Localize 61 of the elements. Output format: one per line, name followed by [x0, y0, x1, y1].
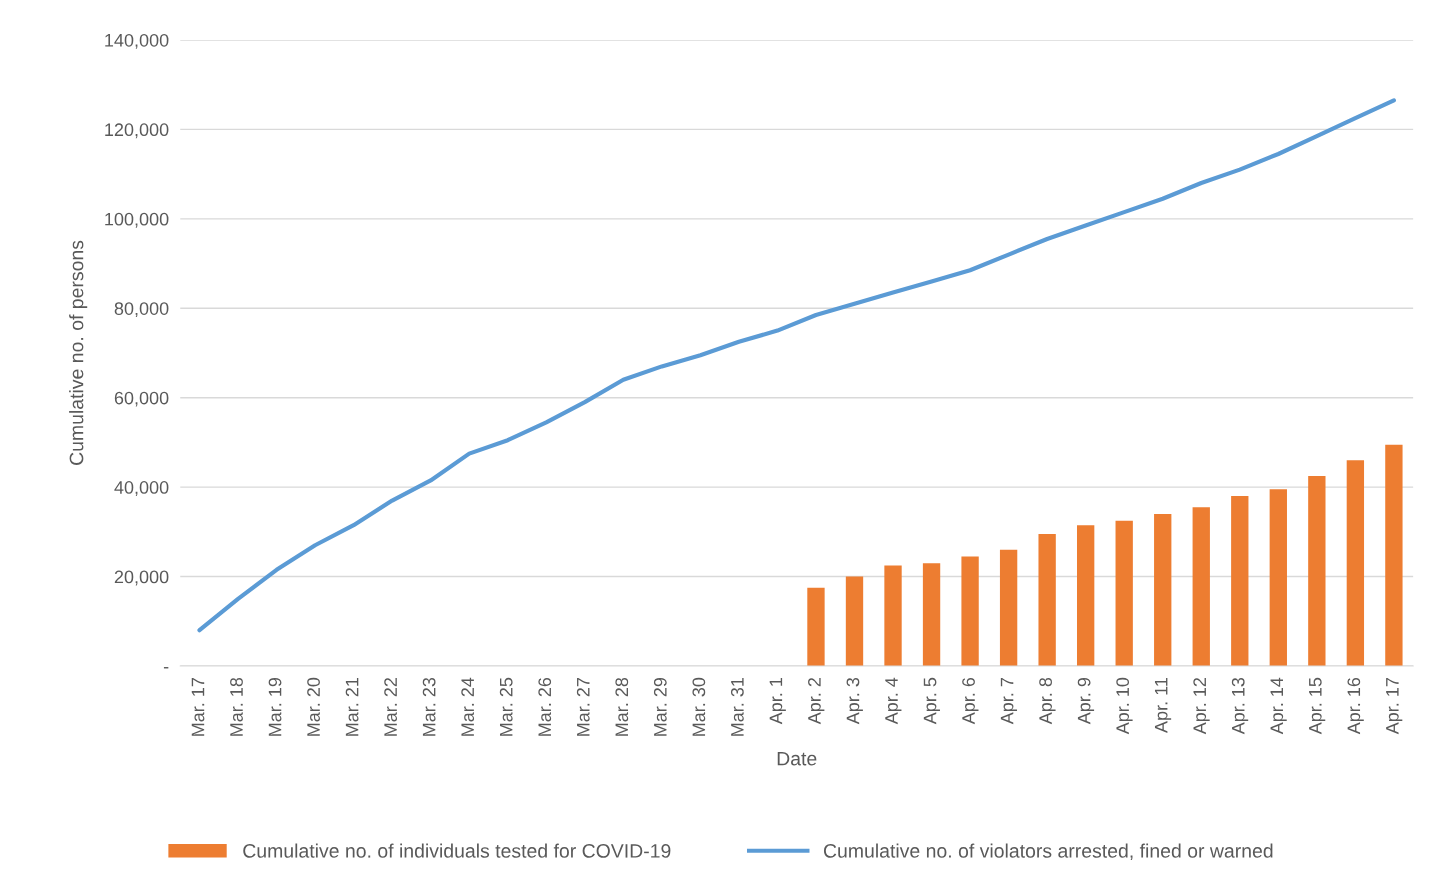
- legend-label: Cumulative no. of violators arrested, fined or warned: [823, 843, 1273, 861]
- x-tick-label: Mar. 29: [653, 677, 667, 736]
- x-tick-label: Apr. 2: [808, 678, 825, 725]
- x-tick-label: Apr. 9: [1077, 677, 1095, 725]
- x-tick-label: Apr. 14: [1270, 677, 1287, 735]
- bar: [1154, 513, 1172, 666]
- y-tick-label: -: [163, 667, 169, 669]
- legend-label: Cumulative no. of individuals tested for COVID-19: [243, 843, 671, 858]
- y-tick-label: 40,000: [114, 481, 169, 496]
- x-tick-label: Mar. 27: [576, 678, 590, 736]
- x-tick-label: Mar. 20: [307, 677, 320, 736]
- x-tick-label: Apr. 7: [1000, 678, 1018, 725]
- bar: [845, 576, 864, 666]
- x-tick-label: Mar. 28: [615, 677, 629, 736]
- x-tick-label: Apr. 3: [846, 677, 863, 725]
- x-tick-label: Mar. 31: [730, 677, 744, 736]
- y-tick-label: 60,000: [114, 391, 169, 407]
- x-tick-label: Apr. 5: [923, 677, 940, 725]
- bar: [1385, 444, 1403, 666]
- x-tick-label: Mar. 24: [461, 677, 475, 736]
- x-tick-label: Apr. 6: [962, 677, 979, 725]
- bar: [922, 563, 941, 666]
- x-tick-label: Apr. 4: [885, 677, 902, 725]
- x-tick-label: Mar. 22: [384, 678, 397, 736]
- x-tick-label: Apr. 11: [1154, 677, 1172, 733]
- line-series: [197, 98, 1396, 633]
- x-tick-label: Apr. 8: [1039, 677, 1056, 725]
- bar: [1115, 520, 1133, 666]
- bar: [961, 556, 979, 666]
- y-tick-label: 100,000: [105, 212, 169, 228]
- x-tick-label: Apr. 16: [1347, 677, 1364, 735]
- bar: [1192, 507, 1210, 666]
- x-tick-label: Mar. 23: [422, 677, 436, 736]
- bar: [1346, 460, 1365, 666]
- bar: [999, 549, 1018, 666]
- x-tick-label: Mar. 26: [538, 677, 552, 736]
- x-tick-label: Mar. 25: [499, 677, 513, 736]
- bar: [884, 565, 902, 666]
- x-tick-label: Apr. 12: [1193, 678, 1210, 735]
- x-tick-label: Apr. 15: [1309, 677, 1326, 735]
- y-tick-label: 140,000: [105, 33, 169, 49]
- x-axis-title: Date: [777, 751, 817, 766]
- x-tick-label: Mar. 19: [268, 677, 282, 736]
- y-tick-label: 20,000: [114, 570, 169, 586]
- y-tick-label: 80,000: [114, 302, 169, 318]
- bar: [1308, 475, 1326, 666]
- x-tick-label: Mar. 18: [230, 677, 243, 736]
- y-tick-label: 120,000: [105, 123, 169, 139]
- bar: [1231, 496, 1249, 666]
- x-tick-label: Mar. 30: [692, 677, 706, 736]
- bar: [1269, 489, 1287, 666]
- bar: [1038, 534, 1056, 666]
- x-tick-label: Mar. 17: [191, 678, 205, 736]
- x-tick-label: Mar. 21: [345, 677, 359, 736]
- x-tick-label: Apr. 13: [1231, 677, 1249, 735]
- bar: [807, 587, 825, 666]
- x-tick-label: Apr. 1: [769, 677, 786, 725]
- x-tick-label: Apr. 17: [1386, 678, 1403, 735]
- bar: [1077, 525, 1095, 666]
- y-axis-title: Cumulative no. of persons: [69, 240, 88, 465]
- x-tick-label: Apr. 10: [1116, 677, 1133, 735]
